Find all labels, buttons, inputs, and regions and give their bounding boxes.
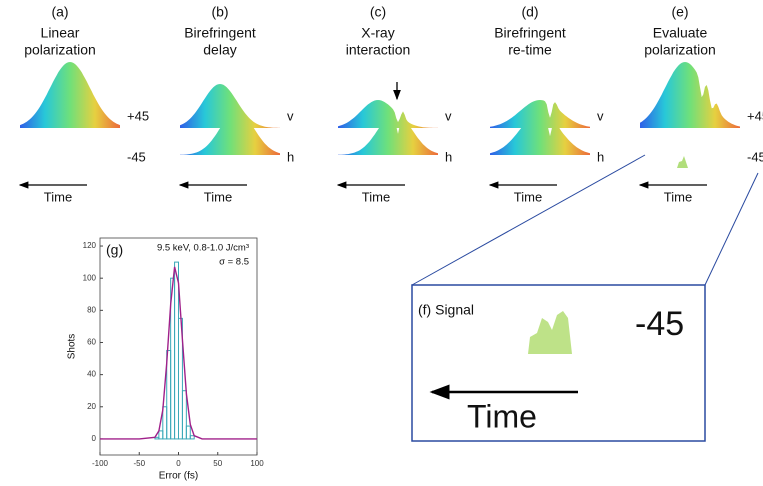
panel-title: Evaluate <box>653 25 708 41</box>
panel-title: re-time <box>508 42 552 58</box>
x-tick-label: 50 <box>213 459 222 468</box>
annotation: 9.5 keV, 0.8-1.0 J/cm³ <box>157 243 249 254</box>
panel-title: Birefringent <box>184 25 256 41</box>
y-tick-label: 0 <box>92 434 97 443</box>
x-tick-label: -50 <box>133 459 145 468</box>
channel-label: -45 <box>747 149 763 164</box>
channel-label: h <box>445 149 452 164</box>
panel-title: polarization <box>644 42 716 58</box>
y-tick-label: 80 <box>87 305 96 314</box>
x-tick-label: 100 <box>250 459 264 468</box>
y-axis-label: Shots <box>67 334 78 360</box>
time-label: Time <box>514 189 542 204</box>
panel-title: polarization <box>24 42 96 58</box>
panel-title: Birefringent <box>494 25 566 41</box>
channel-label: v <box>597 108 604 123</box>
signal <box>677 156 688 168</box>
zoom-line <box>411 154 646 286</box>
x-axis-label: Error (fs) <box>159 471 198 482</box>
bar <box>185 425 191 440</box>
y-tick-label: 40 <box>87 370 96 379</box>
panel-title: delay <box>203 42 236 58</box>
zoom-channel: -45 <box>635 305 684 343</box>
time-label: Time <box>204 189 232 204</box>
channel-label: +45 <box>747 108 763 123</box>
channel-label: v <box>445 108 452 123</box>
zoom-time: Time <box>467 398 537 434</box>
panel-label: (a) <box>51 4 68 20</box>
x-tick-label: 0 <box>176 459 181 468</box>
chart-title: (g) <box>106 242 123 258</box>
panel-title: X-ray <box>361 25 394 41</box>
panel-title: Linear <box>41 25 80 41</box>
panel-label: (e) <box>671 4 688 20</box>
channel-label: h <box>287 149 294 164</box>
pulse <box>640 62 740 128</box>
zoom-box <box>411 284 706 442</box>
pulse <box>338 100 438 128</box>
time-label: Time <box>44 189 72 204</box>
panel-label: (c) <box>370 4 386 20</box>
channel-label: h <box>597 149 604 164</box>
annotation: σ = 8.5 <box>219 257 249 268</box>
panel-title: interaction <box>346 42 411 58</box>
fit-line <box>100 266 257 440</box>
bar <box>181 390 187 440</box>
panel-label: (b) <box>211 4 228 20</box>
time-label: Time <box>362 189 390 204</box>
signal <box>528 311 572 354</box>
bar <box>189 435 195 440</box>
panel-label: (d) <box>521 4 538 20</box>
x-tick-label: -100 <box>92 459 109 468</box>
y-tick-label: 120 <box>83 241 97 250</box>
pulse <box>180 84 280 128</box>
zoom-label: (f) Signal <box>418 302 474 318</box>
pulse <box>490 113 590 155</box>
pulse <box>180 111 280 155</box>
channel-label: +45 <box>127 108 149 123</box>
y-tick-label: 20 <box>87 402 96 411</box>
pulse <box>20 62 120 128</box>
zoom-line <box>704 172 759 286</box>
time-label: Time <box>664 189 692 204</box>
y-tick-label: 100 <box>83 273 97 282</box>
channel-label: v <box>287 108 294 123</box>
pulse <box>338 111 438 155</box>
channel-label: -45 <box>127 149 146 164</box>
y-tick-label: 60 <box>87 338 96 347</box>
